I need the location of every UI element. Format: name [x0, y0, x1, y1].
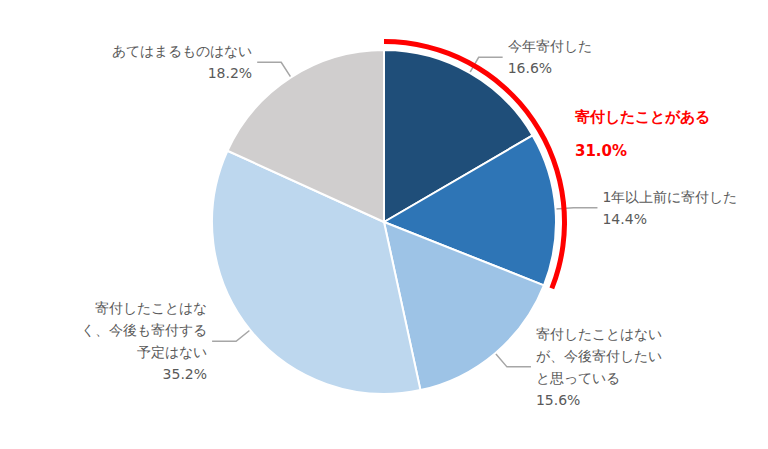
svg-text:が、今後寄付したい: が、今後寄付したい — [536, 348, 662, 364]
svg-text:寄付したことはな: 寄付したことはな — [95, 300, 207, 316]
svg-text:14.4%: 14.4% — [602, 211, 646, 227]
svg-text:く、今後も寄付する: く、今後も寄付する — [81, 322, 207, 338]
svg-text:今年寄付した: 今年寄付した — [508, 38, 592, 54]
svg-text:31.0%: 31.0% — [575, 142, 627, 160]
svg-text:あてはまるものはない: あてはまるものはない — [112, 43, 252, 59]
svg-text:予定はない: 予定はない — [137, 344, 207, 360]
svg-text:35.2%: 35.2% — [163, 366, 207, 382]
svg-text:寄付したことがある: 寄付したことがある — [575, 108, 710, 126]
svg-text:1年以上前に寄付した: 1年以上前に寄付した — [602, 189, 737, 205]
svg-text:と思っている: と思っている — [536, 370, 620, 386]
svg-text:18.2%: 18.2% — [208, 65, 252, 81]
svg-text:16.6%: 16.6% — [508, 60, 552, 76]
svg-text:寄付したことはない: 寄付したことはない — [536, 326, 662, 342]
svg-text:15.6%: 15.6% — [536, 392, 580, 408]
